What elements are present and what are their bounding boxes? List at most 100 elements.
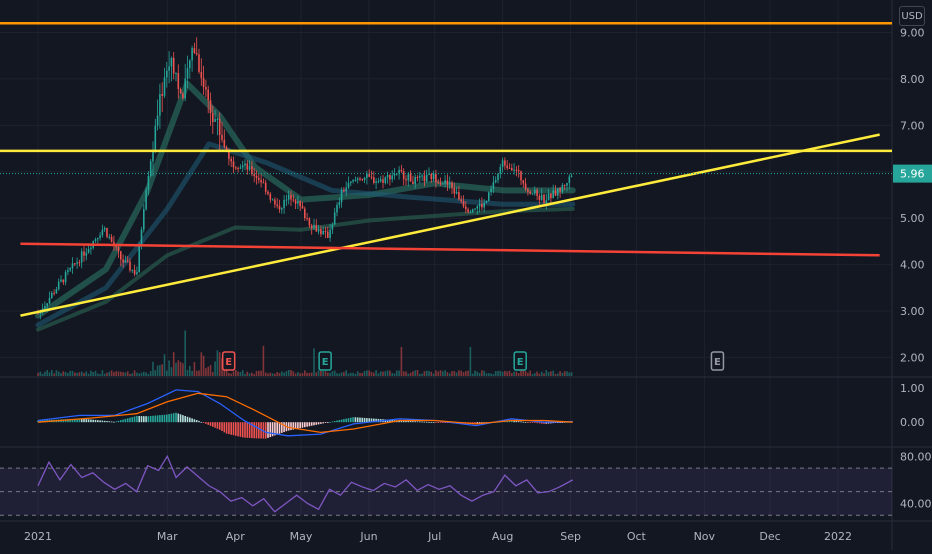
volume-bar <box>400 346 403 376</box>
volume-bar <box>90 370 92 376</box>
volume-bar <box>253 373 255 376</box>
macd-histogram-bar <box>241 422 244 438</box>
volume-bar <box>103 373 106 376</box>
candle-body <box>497 173 499 181</box>
volume-bar <box>175 362 177 376</box>
volume-bar <box>462 372 465 376</box>
macd-histogram-bar <box>294 422 297 430</box>
price-tick-label: 8.00 <box>900 73 925 86</box>
candle-body <box>409 173 412 182</box>
candle-body <box>402 171 405 180</box>
candle-body <box>281 208 283 210</box>
candle-body <box>301 206 304 209</box>
volume-bar <box>126 371 129 376</box>
macd-histogram-bar <box>122 419 124 423</box>
candle-body <box>333 212 336 225</box>
candle-body <box>101 229 104 236</box>
volume-bar <box>529 370 531 376</box>
candle-body <box>193 48 196 53</box>
macd-histogram-bar <box>115 421 117 423</box>
candle-body <box>161 94 163 96</box>
volume-bar <box>488 373 490 376</box>
volume-bar <box>425 370 428 376</box>
macd-histogram-bar <box>248 422 251 438</box>
macd-histogram-bar <box>343 419 345 423</box>
volume-bar <box>246 371 249 376</box>
currency-button[interactable]: USD <box>899 6 925 26</box>
macd-histogram-bar <box>563 422 566 423</box>
volume-bar <box>382 371 384 376</box>
volume-bar <box>113 372 115 376</box>
candle-body <box>156 115 159 126</box>
volume-bar <box>517 373 520 376</box>
candle-body <box>557 187 559 196</box>
volume-bar <box>379 371 382 376</box>
candle-body <box>80 251 83 263</box>
macd-histogram-bar <box>315 422 318 425</box>
volume-bar <box>389 370 391 376</box>
time-tick-label: Nov <box>694 530 716 543</box>
macd-histogram-bar <box>536 422 538 424</box>
candle-body <box>248 166 251 170</box>
volume-bar <box>115 371 117 376</box>
macd-histogram-bar <box>292 422 295 430</box>
candle-body <box>202 78 205 88</box>
candle-body <box>225 147 228 151</box>
candle-body <box>74 263 76 265</box>
candle-body <box>428 173 430 175</box>
candle-body <box>313 224 315 229</box>
macd-histogram-bar <box>90 419 92 423</box>
volume-bar <box>340 372 343 376</box>
candle-body <box>57 281 60 290</box>
macd-histogram-bar <box>524 421 527 423</box>
price-tick-label: 4.00 <box>900 259 925 272</box>
volume-bar <box>237 371 239 376</box>
volume-bar <box>455 372 458 376</box>
candle-body <box>212 113 214 122</box>
volume-bar <box>228 373 230 376</box>
volume-bar <box>333 370 336 376</box>
candle-body <box>377 181 380 183</box>
volume-bar <box>398 370 400 376</box>
earnings-marker-label: E <box>714 357 721 368</box>
volume-bar <box>423 371 426 376</box>
macd-histogram-bar <box>352 417 354 423</box>
earnings-marker-box <box>513 351 527 371</box>
price-tick-label: 9.00 <box>900 26 925 39</box>
macd-histogram-bar <box>76 418 78 423</box>
macd-histogram-bar <box>80 418 83 423</box>
candle-body <box>191 48 193 61</box>
volume-bar <box>258 370 260 376</box>
rsi-band <box>0 468 892 516</box>
macd-histogram-bar <box>419 421 421 423</box>
macd-histogram-bar <box>347 418 350 423</box>
volume-bar <box>377 373 380 376</box>
macd-histogram-bar <box>140 416 143 423</box>
candle-body <box>559 187 561 192</box>
volume-bar <box>448 373 451 376</box>
volume-bar <box>62 371 65 376</box>
macd-histogram-bar <box>110 421 113 423</box>
macd-histogram-bar <box>131 417 134 423</box>
volume-bar <box>83 372 85 376</box>
candle-body <box>543 194 545 204</box>
macd-histogram-bar <box>361 417 364 423</box>
volume-bar <box>37 373 39 376</box>
candle-body <box>304 208 306 219</box>
candle-body <box>124 260 127 263</box>
candle-body <box>172 57 175 74</box>
macd-histogram-bar <box>166 414 168 423</box>
volume-bar <box>568 372 571 376</box>
macd-histogram-bar <box>409 421 412 423</box>
volume-bar <box>345 370 347 376</box>
candle-body <box>366 173 368 178</box>
candle-body <box>147 175 150 190</box>
macd-histogram-bar <box>550 422 552 424</box>
macd-histogram-bar <box>108 421 111 423</box>
macd-histogram-bar <box>223 422 226 433</box>
volume-bar <box>67 372 69 376</box>
candle-body <box>78 262 81 264</box>
macd-histogram-bar <box>538 422 541 424</box>
earnings-marker: E <box>710 351 725 371</box>
